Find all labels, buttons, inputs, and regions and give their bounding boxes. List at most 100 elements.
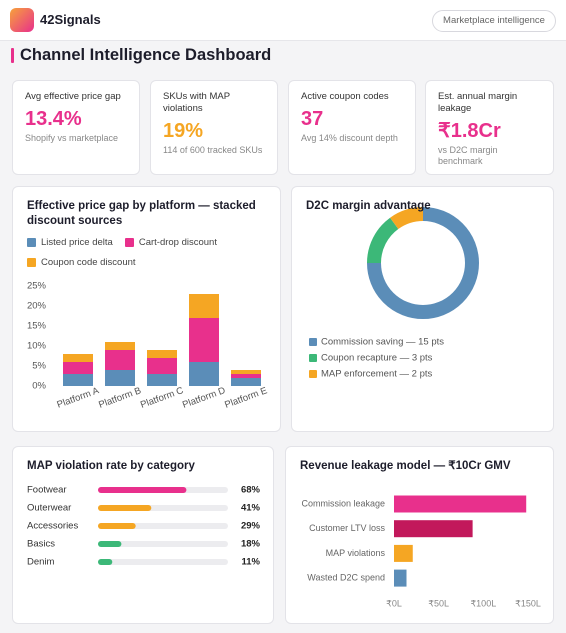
legend-swatch [27,238,36,247]
bar [394,569,407,587]
value-label: 29% [241,521,261,532]
kpi-label: Active coupon codes [301,91,389,102]
bar-segment [147,374,177,386]
bar-segment [189,362,219,386]
category-label: Wasted D2C spend [307,572,385,582]
bar-segment [105,350,135,370]
x-tick-label: Platform B [97,385,142,411]
legend-item: Cart-drop discount [124,237,217,248]
bar-segment [63,374,93,386]
chart-title: D2C margin advantage [306,200,431,212]
track [98,559,228,565]
chart-title: Revenue leakage model — ₹10Cr GMV [300,460,511,472]
bar-segment [189,294,219,318]
bar [394,544,413,562]
kpi-body: Est. annual margin leakage ₹1.8Cr vs D2C m… [438,91,543,167]
bar-segment [105,342,135,350]
value-label: 18% [241,539,261,550]
donut-segment [367,217,399,264]
kpi-card: Est. annual margin leakage ₹1.8Cr vs D2C m… [425,80,554,175]
kpi-note: Avg 14% discount depth [301,133,398,143]
bar-segment [189,318,219,362]
chart: Commission leakage Customer LTV loss MAP v… [301,495,541,608]
bar-segment [63,362,93,374]
page-title: Channel Intelligence Dashboard [20,46,272,64]
track [98,541,228,547]
chart: Commission saving — 15 pts Coupon recaptu… [309,207,479,380]
value-label: 68% [241,485,261,496]
legend-swatch [27,258,36,267]
category-label: Commission leakage [301,498,385,508]
badge[interactable]: Marketplace intelligence [432,10,556,32]
kpi-card: SKUs with MAP violations 19% 114 of 600 tr… [150,80,278,175]
x-tick-label: Platform E [223,385,268,411]
donut-segment [390,207,424,230]
legend-label: Coupon code discount [41,257,136,268]
chart-title: MAP violation rate by category [27,460,195,472]
legend-label: MAP enforcement — 2 pts [321,369,432,380]
kpi-label: Est. annual margin leakage [438,91,518,114]
y-tick-label: 25% [27,281,47,292]
kpi-note: Shopify vs marketplace [25,133,119,143]
kpi-note: 114 of 600 tracked SKUs [163,145,263,155]
bar-segment [231,378,261,386]
legend-item: Coupon code discount [27,257,136,268]
chart-card: Commission leakage Customer LTV loss MAP v… [285,446,554,624]
progress-bar [98,523,136,529]
x-tick-label: Platform C [139,385,185,411]
kpi-card: Avg effective price gap 13.4% Shopify vs m… [12,80,140,175]
chart-card: Commission saving — 15 pts Coupon recaptu… [291,186,554,432]
chart-card: Footwear 68% Outerwear 41% Accessories 29% Bas… [12,446,274,624]
kpi-value: 19% [163,120,204,142]
donut-segment [367,207,479,319]
category-label: Accessories [27,521,78,532]
legend-label: Listed price delta [41,237,113,248]
x-tick-label: ₹0L [386,598,402,608]
progress-bar [98,541,122,547]
legend-swatch [309,354,317,362]
kpi-value: 13.4% [25,108,82,130]
chart: Footwear 68% Outerwear 41% Accessories 29% Bas… [27,485,261,568]
bar-segment [147,358,177,374]
category-label: Footwear [27,485,67,496]
bar-segment [231,374,261,378]
legend-label: Cart-drop discount [138,237,217,248]
y-tick-label: 10% [27,341,47,352]
legend-label: Coupon recapture — 3 pts [321,353,433,364]
x-tick-label: Platform A [56,385,102,411]
legend-item: Listed price delta [27,237,113,248]
kpi-body: SKUs with MAP violations 19% 114 of 600 tr… [163,91,267,156]
category-label: MAP violations [326,548,386,558]
x-tick-label: ₹100L [470,598,496,608]
kpi-value: 37 [301,108,324,130]
legend-label: Commission saving — 15 pts [321,337,444,348]
bar-segment [63,354,93,362]
bar-segment [231,370,261,374]
x-tick-label: ₹50L [428,598,449,608]
kpi-label: SKUs with MAP violations [163,91,230,114]
bar [394,520,473,538]
progress-bar [98,487,187,493]
legend-swatch [309,338,317,346]
kpi-card: Active coupon codes 37 Avg 14% discount de… [288,80,416,175]
kpi-body: Avg effective price gap 13.4% Shopify vs m… [25,91,129,144]
progress-bar [98,559,113,565]
category-label: Outerwear [27,503,71,514]
category-label: Denim [27,557,55,568]
category-label: Customer LTV loss [309,523,385,533]
kpi-label: Avg effective price gap [25,91,121,102]
bar-segment [105,370,135,386]
chart-title: Effective price gap by platform — stacke… [27,200,256,227]
value-label: 11% [242,557,261,568]
legend-swatch [124,238,134,247]
chart-card: 0% 5% 10% 15% 20% 25% Platform A Platform B Plat… [12,186,281,432]
value-label: 41% [241,503,261,514]
y-tick-label: 5% [32,361,46,372]
y-tick-label: 0% [32,381,46,392]
brand: 42Signals [40,12,101,27]
bar [394,495,527,513]
kpi-value: ₹1.8Cr [438,120,501,142]
x-tick-label: Platform D [181,385,227,411]
